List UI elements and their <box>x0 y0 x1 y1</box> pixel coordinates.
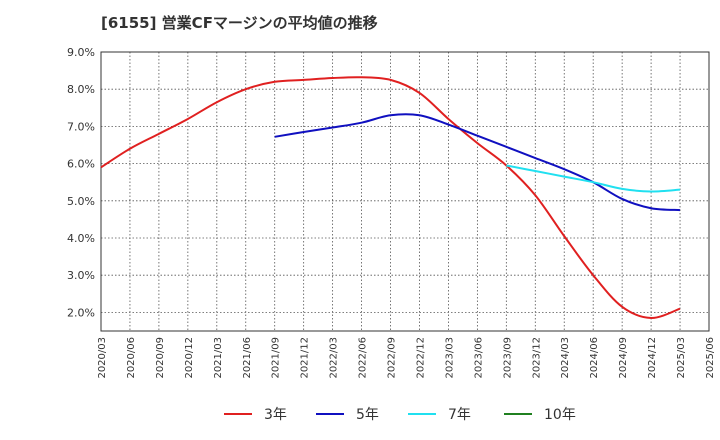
x-tick-label: 2022/06 <box>358 337 369 379</box>
series-line-2 <box>274 113 681 212</box>
x-tick-label: 2024/03 <box>560 337 571 379</box>
y-tick-label: 5.0% <box>67 195 95 208</box>
x-tick-label: 2021/06 <box>242 337 253 379</box>
x-tick-label: 2022/03 <box>329 337 340 379</box>
x-tick-label: 2021/03 <box>213 337 224 379</box>
x-tick-label: 2022/12 <box>415 337 426 379</box>
x-tick-label: 2024/09 <box>618 337 629 379</box>
x-tick-label: 2021/12 <box>300 337 311 379</box>
x-tick-label: 2023/06 <box>473 337 484 379</box>
x-tick-label: 2023/09 <box>502 337 513 379</box>
legend-label: 10年 <box>544 407 576 423</box>
x-tick-label: 2025/06 <box>705 337 716 379</box>
y-tick-label: 9.0% <box>67 46 95 59</box>
x-tick-label: 2024/06 <box>589 337 600 379</box>
y-tick-label: 3.0% <box>67 269 95 282</box>
x-tick-label: 2024/12 <box>647 337 658 379</box>
y-tick-label: 6.0% <box>67 158 95 171</box>
x-tick-label: 2020/03 <box>97 337 108 379</box>
y-tick-label: 4.0% <box>67 232 95 245</box>
series-line-3 <box>506 164 681 193</box>
y-tick-label: 8.0% <box>67 83 95 96</box>
series-line-1 <box>100 76 681 319</box>
y-tick-label: 7.0% <box>67 120 95 133</box>
x-tick-label: 2023/03 <box>444 337 455 379</box>
x-tick-label: 2021/09 <box>271 337 282 379</box>
y-tick-label: 2.0% <box>67 306 95 319</box>
x-tick-label: 2020/09 <box>155 337 166 379</box>
plot-frame <box>100 51 710 332</box>
x-tick-label: 2022/09 <box>387 337 398 379</box>
x-tick-label: 2023/12 <box>531 337 542 379</box>
x-tick-label: 2020/12 <box>184 337 195 379</box>
x-tick-label: 2025/03 <box>676 337 687 379</box>
legend-label: 5年 <box>356 407 379 423</box>
chart-title: [6155] 営業CFマージンの平均値の推移 <box>101 14 378 32</box>
x-tick-label: 2020/06 <box>126 337 137 379</box>
legend-label: 7年 <box>448 407 471 423</box>
legend-label: 3年 <box>264 407 287 423</box>
